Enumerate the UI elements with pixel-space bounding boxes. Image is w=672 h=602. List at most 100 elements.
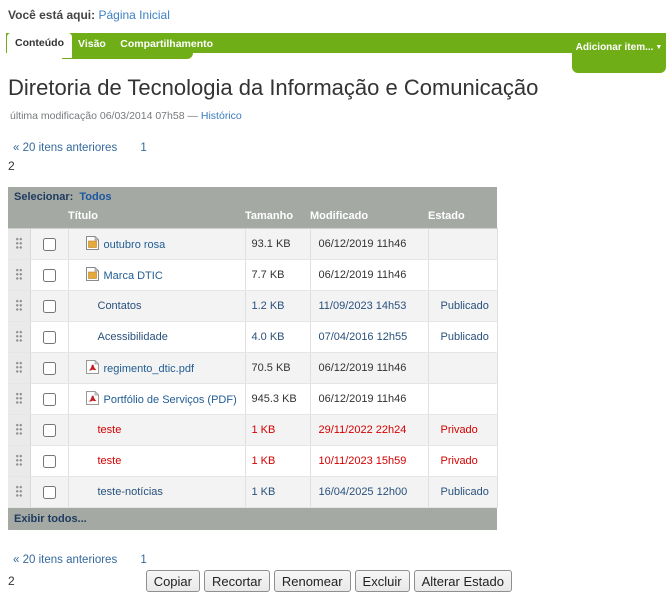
image-icon	[85, 266, 99, 284]
drag-handle[interactable]	[8, 259, 31, 291]
pdf-icon	[85, 390, 99, 408]
item-size: 1 KB	[245, 414, 311, 446]
table-row: teste 1 KB 10/11/2023 15h59 Privado	[8, 445, 498, 477]
item-modified: 16/04/2025 12h00	[310, 476, 429, 508]
drag-dots-icon	[15, 484, 23, 497]
item-state	[428, 228, 498, 260]
drag-dots-icon	[15, 453, 23, 466]
row-checkbox[interactable]	[42, 330, 56, 344]
drag-dots-icon	[15, 267, 23, 280]
row-checkbox[interactable]	[42, 485, 56, 499]
table-row: teste 1 KB 29/11/2022 22h24 Privado	[8, 414, 498, 446]
cut-button[interactable]: Recortar	[203, 570, 270, 592]
delete-button[interactable]: Excluir	[354, 570, 410, 592]
row-checkbox[interactable]	[42, 423, 56, 437]
drag-handle[interactable]	[8, 352, 31, 384]
item-modified: 11/09/2023 14h53	[310, 290, 429, 322]
previous-items-link[interactable]: « 20 itens anteriores	[13, 554, 118, 566]
row-checkbox[interactable]	[42, 237, 56, 251]
folder-contents-table: Selecionar: Todos Título Tamanho Modific…	[8, 187, 498, 530]
tab-substrip	[62, 53, 193, 59]
item-state: Privado	[428, 445, 498, 477]
select-label: Selecionar:	[14, 191, 74, 203]
item-modified: 29/11/2022 22h24	[310, 414, 429, 446]
item-modified: 06/12/2019 11h46	[310, 228, 429, 260]
drag-handle[interactable]	[8, 290, 31, 322]
item-size: 7.7 KB	[245, 259, 311, 291]
item-title-link[interactable]: regimento_dtic.pdf	[103, 362, 195, 375]
item-state: Publicado	[428, 321, 498, 353]
col-modified: Modificado	[310, 207, 428, 229]
rename-button[interactable]: Renomear	[273, 570, 351, 592]
table-row: teste-notícias 1 KB 16/04/2025 12h00 Pub…	[8, 476, 498, 508]
item-title-link[interactable]: teste-notícias	[97, 486, 163, 498]
page-title: Diretoria de Tecnologia da Informação e …	[8, 75, 539, 100]
item-title-link[interactable]: teste	[97, 455, 122, 467]
table-row: outubro rosa 93.1 KB 06/12/2019 11h46	[8, 228, 498, 260]
item-title-link[interactable]: Marca DTIC	[103, 269, 163, 282]
add-item-dropdown[interactable]: Adicionar item... ▼	[572, 33, 666, 73]
item-size: 70.5 KB	[245, 352, 311, 384]
col-drag	[8, 207, 30, 229]
drag-handle[interactable]	[8, 321, 31, 353]
col-checkbox	[30, 207, 68, 229]
drag-dots-icon	[15, 360, 23, 373]
tab-conteudo[interactable]: Conteúdo	[7, 33, 72, 58]
col-size: Tamanho	[245, 207, 310, 229]
select-all-row: Selecionar: Todos	[8, 187, 497, 207]
item-state: Publicado	[428, 290, 498, 322]
pdf-icon	[85, 359, 99, 377]
table-row: Acessibilidade 4.0 KB 07/04/2016 12h55 P…	[8, 321, 498, 353]
show-all-link[interactable]: Exibir todos...	[14, 513, 87, 525]
row-checkbox[interactable]	[42, 299, 56, 313]
col-title: Título	[68, 207, 245, 229]
item-modified: 06/12/2019 11h46	[310, 352, 429, 384]
item-state: Publicado	[428, 476, 498, 508]
drag-dots-icon	[15, 391, 23, 404]
drag-dots-icon	[15, 422, 23, 435]
breadcrumb-home-link[interactable]: Página Inicial	[98, 8, 170, 22]
previous-items-link[interactable]: « 20 itens anteriores	[13, 142, 118, 154]
col-state: Estado	[428, 207, 498, 229]
item-state: Privado	[428, 414, 498, 446]
content-tabs-bar: Conteúdo Visão Compartilhamento Adiciona…	[6, 33, 666, 73]
table-row: Marca DTIC 7.7 KB 06/12/2019 11h46	[8, 259, 498, 291]
row-checkbox[interactable]	[42, 454, 56, 468]
drag-handle[interactable]	[8, 476, 31, 508]
drag-handle[interactable]	[8, 445, 31, 477]
item-title-link[interactable]: Contatos	[97, 300, 142, 312]
change-state-button[interactable]: Alterar Estado	[413, 570, 512, 592]
item-state	[428, 259, 498, 291]
item-size: 4.0 KB	[245, 321, 311, 353]
pagination-top: « 20 itens anteriores 1 2	[0, 142, 672, 173]
tab-visao[interactable]: Visão	[78, 38, 106, 50]
item-size: 1 KB	[245, 445, 311, 477]
action-buttons: Copiar Recortar Renomear Excluir Alterar Est…	[145, 570, 516, 592]
current-page-number: 2	[8, 574, 15, 588]
item-size: 945.3 KB	[245, 383, 311, 415]
row-checkbox[interactable]	[42, 361, 56, 375]
select-all-link[interactable]: Todos	[79, 191, 112, 203]
item-title-link[interactable]: Portfólio de Serviços (PDF)	[103, 393, 237, 406]
row-checkbox[interactable]	[42, 392, 56, 406]
copy-button[interactable]: Copiar	[145, 570, 200, 592]
drag-handle[interactable]	[8, 414, 31, 446]
byline-text: última modificação 06/03/2014 07h58 —	[10, 110, 198, 122]
history-link[interactable]: Histórico	[200, 110, 242, 122]
tab-compartilhamento[interactable]: Compartilhamento	[120, 38, 214, 50]
item-size: 1 KB	[245, 476, 311, 508]
breadcrumb: Você está aqui: Página Inicial	[0, 0, 672, 22]
item-title-link[interactable]: outubro rosa	[103, 238, 166, 251]
table-row: Portfólio de Serviços (PDF) 945.3 KB 06/…	[8, 383, 498, 415]
drag-dots-icon	[15, 298, 23, 311]
document-byline: última modificação 06/03/2014 07h58 — Hi…	[10, 110, 672, 122]
table-row: regimento_dtic.pdf 70.5 KB 06/12/2019 11…	[8, 352, 498, 384]
add-item-label: Adicionar item...	[575, 42, 654, 53]
drag-handle[interactable]	[8, 383, 31, 415]
drag-handle[interactable]	[8, 228, 31, 260]
page-1-link[interactable]: 1	[140, 142, 147, 154]
item-title-link[interactable]: Acessibilidade	[97, 331, 168, 343]
row-checkbox[interactable]	[42, 268, 56, 282]
item-title-link[interactable]: teste	[97, 424, 122, 436]
page-1-link[interactable]: 1	[140, 554, 147, 566]
